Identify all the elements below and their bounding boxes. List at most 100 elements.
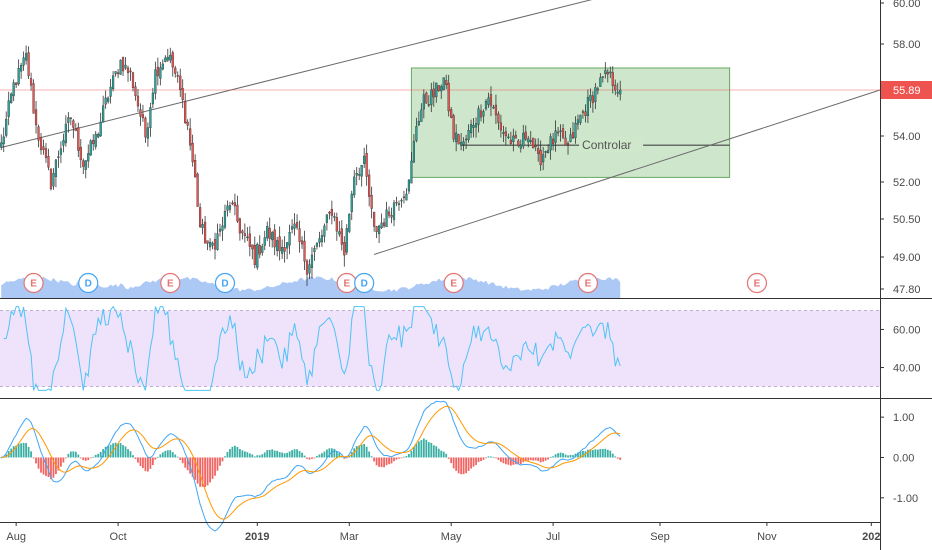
candle [126, 65, 130, 82]
macd-histogram-bar [437, 448, 440, 458]
macd-histogram-bar [480, 457, 482, 462]
macd-histogram-bar [408, 453, 410, 458]
candle [72, 119, 75, 139]
macd-histogram-bar [47, 457, 50, 478]
candle [315, 242, 319, 250]
macd-histogram-bar [405, 455, 408, 458]
earnings-event-marker[interactable]: E [23, 272, 44, 294]
macd-histogram-bar [298, 451, 301, 458]
current-price-label: 55.89 [893, 85, 921, 97]
candle [37, 124, 40, 148]
candle [358, 167, 361, 181]
candle [114, 71, 117, 77]
candle [146, 122, 150, 147]
macd-histogram-bar [97, 453, 100, 458]
candle [373, 211, 376, 232]
macd-histogram-bar [82, 457, 85, 461]
candle [469, 119, 473, 138]
macd-histogram-bar [64, 457, 67, 459]
candle [136, 89, 140, 112]
macd-histogram-bar [519, 457, 522, 465]
candle [400, 198, 403, 208]
macd-histogram-bar [385, 457, 388, 466]
macd-histogram-bar [532, 457, 535, 461]
macd-histogram-bar [606, 449, 609, 458]
candle [258, 235, 261, 259]
candle [333, 212, 336, 222]
rsi-tick-label: 60.00 [893, 324, 921, 336]
macd-histogram-bar [22, 442, 25, 458]
time-tick-label: Mar [340, 531, 359, 543]
dividend-event-marker[interactable]: D [354, 272, 375, 294]
candle [288, 224, 291, 255]
candle [601, 76, 604, 83]
macd-histogram-bar [465, 457, 467, 474]
macd-histogram-bar [587, 449, 589, 458]
macd-histogram-bar [524, 457, 527, 462]
macd-histogram-bar [243, 451, 246, 458]
candle [589, 88, 592, 108]
candle [442, 77, 445, 91]
candle [355, 167, 358, 186]
candle [380, 213, 383, 229]
earnings-event-marker[interactable]: E [577, 272, 599, 294]
candle [619, 80, 622, 101]
macd-histogram-bar [388, 457, 390, 465]
candle [502, 125, 505, 143]
dividend-event-marker[interactable]: D [214, 272, 236, 294]
candle [318, 231, 321, 248]
macd-histogram-bar [25, 443, 27, 458]
candle [15, 82, 18, 88]
macd-histogram-bar [485, 457, 487, 459]
earnings-event-marker[interactable]: E [443, 272, 464, 294]
candle [39, 132, 43, 155]
candle [17, 59, 20, 86]
candle [213, 232, 217, 260]
candle [477, 105, 480, 133]
candle [611, 66, 614, 94]
dividend-event-marker[interactable]: D [78, 272, 99, 294]
current-price-tag [881, 81, 932, 99]
candle [350, 190, 353, 220]
range-label: Controlar [582, 138, 631, 152]
candle [84, 160, 87, 179]
svg-text:E: E [30, 279, 37, 290]
macd-histogram-bar [45, 457, 47, 476]
earnings-event-marker[interactable]: E [336, 272, 357, 294]
earnings-event-marker[interactable]: E [746, 272, 768, 294]
macd-histogram-bar [102, 449, 105, 458]
macd-histogram-bar [534, 457, 537, 461]
candle [308, 259, 311, 280]
macd-histogram-bar [549, 457, 552, 458]
macd-histogram-bar [271, 449, 274, 458]
candle [417, 111, 420, 127]
macd-histogram-bar [363, 443, 366, 458]
candle [141, 104, 145, 122]
macd-histogram-bar [94, 454, 97, 458]
candle [0, 134, 3, 151]
candle [181, 79, 184, 109]
macd-histogram-bar [435, 446, 438, 458]
candle [74, 123, 77, 132]
candle [92, 134, 95, 151]
candle [203, 216, 207, 244]
macd-histogram-bar [475, 457, 477, 466]
macd-histogram-bar [258, 455, 261, 458]
macd-histogram-bar [17, 443, 20, 458]
price-tick-label: 52.00 [893, 177, 921, 189]
candle [460, 133, 463, 151]
macd-histogram-bar [179, 457, 182, 460]
candle [104, 90, 107, 109]
macd-histogram-bar [308, 457, 311, 460]
candle [504, 127, 507, 146]
macd-histogram-bar [69, 451, 72, 458]
time-tick-label: 202 [862, 531, 880, 543]
price-tick-label: 50.50 [893, 214, 921, 226]
earnings-event-marker[interactable]: E [160, 272, 181, 294]
macd-histogram-bar [547, 457, 550, 460]
macd-histogram-bar [311, 457, 313, 459]
macd-histogram-bar [445, 453, 448, 458]
macd-histogram-bar [60, 457, 62, 467]
macd-histogram-bar [582, 450, 584, 458]
